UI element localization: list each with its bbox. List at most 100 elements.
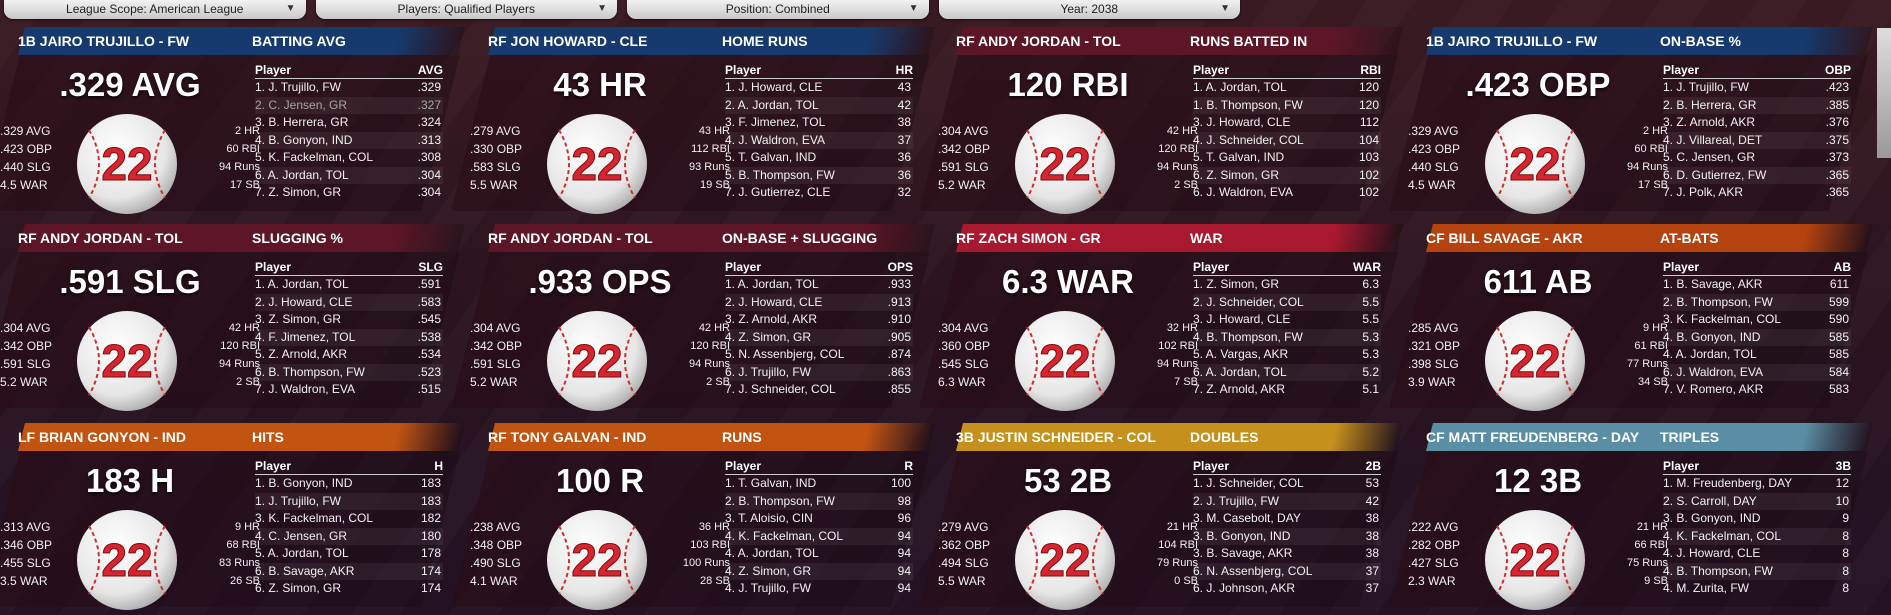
- leader-panel[interactable]: RF JON HOWARD - CLE HOME RUNS 43 HR .279…: [451, 24, 935, 214]
- column-header-player[interactable]: Player: [1193, 63, 1230, 77]
- table-row[interactable]: 5. A. Vargas, AKR 5.3: [1193, 346, 1381, 364]
- column-header-player[interactable]: Player: [1193, 459, 1230, 473]
- table-row[interactable]: 4. A. Jordan, TOL 585: [1663, 346, 1851, 364]
- table-row[interactable]: 2. B. Thompson, FW 98: [725, 492, 913, 510]
- table-row[interactable]: 4. K. Fackelman, COL 8: [1663, 527, 1851, 545]
- table-row[interactable]: 3. B. Gonyon, IND 9: [1663, 510, 1851, 528]
- table-row[interactable]: 3. M. Casebolt, DAY 38: [1193, 510, 1381, 528]
- table-row[interactable]: 4. B. Thompson, FW 8: [1663, 562, 1851, 580]
- column-header-stat[interactable]: SLG: [418, 260, 443, 274]
- table-row[interactable]: 6. J. Johnson, AKR 37: [1193, 580, 1381, 598]
- year-dropdown[interactable]: Year: 2038 ▼: [938, 0, 1240, 19]
- leader-panel[interactable]: CF BILL SAVAGE - AKR AT-BATS 611 AB .285…: [1389, 221, 1873, 411]
- table-row[interactable]: 3. K. Fackelman, COL 590: [1663, 311, 1851, 329]
- column-header-stat[interactable]: RBI: [1360, 63, 1381, 77]
- table-row[interactable]: 1. J. Trujillo, FW 183: [255, 492, 443, 510]
- table-row[interactable]: 1. J. Schneider, COL 53: [1193, 475, 1381, 493]
- table-row[interactable]: 3. Z. Simon, GR .545: [255, 311, 443, 329]
- column-header-stat[interactable]: R: [904, 459, 913, 473]
- table-row[interactable]: 6. A. Jordan, TOL .304: [255, 166, 443, 184]
- table-row[interactable]: 1. A. Jordan, TOL .591: [255, 276, 443, 294]
- table-row[interactable]: 4. J. Howard, CLE 8: [1663, 545, 1851, 563]
- table-row[interactable]: 2. S. Carroll, DAY 10: [1663, 492, 1851, 510]
- column-header-player[interactable]: Player: [255, 63, 292, 77]
- table-row[interactable]: 3. K. Fackelman, COL 182: [255, 510, 443, 528]
- column-header-stat[interactable]: OBP: [1824, 63, 1851, 77]
- league-scope-dropdown[interactable]: League Scope: American League ▼: [4, 0, 306, 19]
- leader-panel[interactable]: 1B JAIRO TRUJILLO - FW BATTING AVG .329 …: [0, 24, 465, 214]
- table-row[interactable]: 5. A. Jordan, TOL 178: [255, 545, 443, 563]
- table-row[interactable]: 1. J. Howard, CLE 43: [725, 79, 913, 97]
- column-header-stat[interactable]: H: [434, 459, 443, 473]
- players-dropdown[interactable]: Players: Qualified Players ▼: [315, 0, 617, 19]
- column-header-player[interactable]: Player: [1663, 260, 1700, 274]
- table-row[interactable]: 1. M. Freudenberg, DAY 12: [1663, 475, 1851, 493]
- table-row[interactable]: 4. M. Zurita, FW 8: [1663, 580, 1851, 598]
- column-header-stat[interactable]: 3B: [1835, 459, 1851, 473]
- column-header-player[interactable]: Player: [725, 459, 762, 473]
- table-row[interactable]: 5. K. Fackelman, COL .308: [255, 149, 443, 167]
- leader-panel[interactable]: RF ZACH SIMON - GR WAR 6.3 WAR .304 AVG.…: [919, 221, 1403, 411]
- table-row[interactable]: 6. J. Waldron, EVA 584: [1663, 363, 1851, 381]
- position-dropdown[interactable]: Position: Combined ▼: [627, 0, 929, 19]
- table-row[interactable]: 4. J. Schneider, COL 104: [1193, 131, 1381, 149]
- column-header-stat[interactable]: 2B: [1365, 459, 1381, 473]
- table-row[interactable]: 3. Z. Arnold, AKR .376: [1663, 114, 1851, 132]
- table-row[interactable]: 4. J. Waldron, EVA 37: [725, 131, 913, 149]
- table-row[interactable]: 6. Z. Simon, GR 174: [255, 580, 443, 598]
- column-header-player[interactable]: Player: [1663, 459, 1700, 473]
- table-row[interactable]: 4. B. Gonyon, IND 585: [1663, 328, 1851, 346]
- table-row[interactable]: 4. B. Gonyon, IND .313: [255, 131, 443, 149]
- leader-panel[interactable]: RF TONY GALVAN - IND RUNS 100 R .238 AVG…: [451, 420, 935, 610]
- leader-panel[interactable]: 3B JUSTIN SCHNEIDER - COL DOUBLES 53 2B …: [919, 420, 1403, 610]
- leader-panel[interactable]: CF MATT FREUDENBERG - DAY TRIPLES 12 3B …: [1389, 420, 1873, 610]
- column-header-player[interactable]: Player: [1663, 63, 1700, 77]
- table-row[interactable]: 1. A. Jordan, TOL .933: [725, 276, 913, 294]
- table-row[interactable]: 4. B. Thompson, FW 5.3: [1193, 328, 1381, 346]
- table-row[interactable]: 6. J. Trujillo, FW .863: [725, 363, 913, 381]
- table-row[interactable]: 5. C. Jensen, GR .373: [1663, 149, 1851, 167]
- table-row[interactable]: 3. B. Gonyon, IND 38: [1193, 527, 1381, 545]
- scrollbar[interactable]: [1877, 28, 1891, 158]
- table-row[interactable]: 6. B. Savage, AKR 174: [255, 562, 443, 580]
- table-row[interactable]: 1. T. Galvan, IND 100: [725, 475, 913, 493]
- table-row[interactable]: 7. J. Waldron, EVA .515: [255, 381, 443, 399]
- table-row[interactable]: 3. Z. Arnold, AKR .910: [725, 311, 913, 329]
- table-row[interactable]: 7. J. Schneider, COL .855: [725, 381, 913, 399]
- column-header-player[interactable]: Player: [725, 260, 762, 274]
- table-row[interactable]: 3. F. Jimenez, TOL 38: [725, 114, 913, 132]
- table-row[interactable]: 2. B. Thompson, FW 599: [1663, 293, 1851, 311]
- table-row[interactable]: 4. Z. Simon, GR 94: [725, 562, 913, 580]
- table-row[interactable]: 2. B. Herrera, GR .385: [1663, 96, 1851, 114]
- table-row[interactable]: 3. B. Savage, AKR 38: [1193, 545, 1381, 563]
- table-row[interactable]: 2. J. Schneider, COL 5.5: [1193, 293, 1381, 311]
- column-header-stat[interactable]: AVG: [417, 63, 443, 77]
- table-row[interactable]: 4. A. Jordan, TOL 94: [725, 545, 913, 563]
- table-row[interactable]: 6. Z. Simon, GR 102: [1193, 166, 1381, 184]
- table-row[interactable]: 3. B. Herrera, GR .324: [255, 114, 443, 132]
- leader-panel[interactable]: RF ANDY JORDAN - TOL SLUGGING % .591 SLG…: [0, 221, 465, 411]
- table-row[interactable]: 1. B. Savage, AKR 611: [1663, 276, 1851, 294]
- table-row[interactable]: 6. A. Jordan, TOL 5.2: [1193, 363, 1381, 381]
- table-row[interactable]: 2. C. Jensen, GR .327: [255, 96, 443, 114]
- table-row[interactable]: 3. T. Aloisio, CIN 96: [725, 510, 913, 528]
- leader-panel[interactable]: RF ANDY JORDAN - TOL RUNS BATTED IN 120 …: [919, 24, 1403, 214]
- table-row[interactable]: 1. A. Jordan, TOL 120: [1193, 79, 1381, 97]
- table-row[interactable]: 7. J. Gutierrez, CLE 32: [725, 184, 913, 202]
- table-row[interactable]: 1. B. Gonyon, IND 183: [255, 475, 443, 493]
- table-row[interactable]: 4. F. Jimenez, TOL .538: [255, 328, 443, 346]
- table-row[interactable]: 4. J. Trujillo, FW 94: [725, 580, 913, 598]
- table-row[interactable]: 1. J. Trujillo, FW .329: [255, 79, 443, 97]
- column-header-player[interactable]: Player: [255, 459, 292, 473]
- table-row[interactable]: 2. J. Howard, CLE .913: [725, 293, 913, 311]
- column-header-stat[interactable]: WAR: [1353, 260, 1381, 274]
- table-row[interactable]: 1. J. Trujillo, FW .423: [1663, 79, 1851, 97]
- table-row[interactable]: 7. Z. Simon, GR .304: [255, 184, 443, 202]
- column-header-player[interactable]: Player: [725, 63, 762, 77]
- table-row[interactable]: 1. Z. Simon, GR 6.3: [1193, 276, 1381, 294]
- table-row[interactable]: 4. K. Fackelman, COL 94: [725, 527, 913, 545]
- table-row[interactable]: 4. Z. Simon, GR .905: [725, 328, 913, 346]
- table-row[interactable]: 7. J. Polk, AKR .365: [1663, 184, 1851, 202]
- column-header-player[interactable]: Player: [255, 260, 292, 274]
- table-row[interactable]: 5. T. Galvan, IND 103: [1193, 149, 1381, 167]
